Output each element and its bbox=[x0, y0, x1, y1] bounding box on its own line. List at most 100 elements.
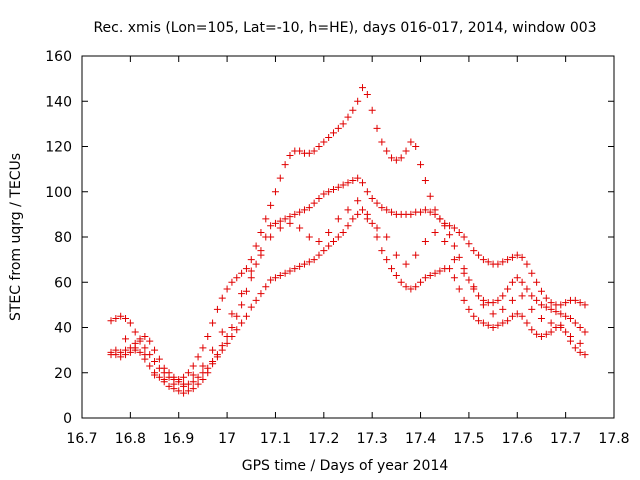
data-point bbox=[238, 319, 246, 327]
data-point bbox=[252, 296, 260, 304]
data-point bbox=[315, 251, 323, 259]
data-point bbox=[446, 222, 454, 230]
data-point bbox=[305, 204, 313, 212]
data-point bbox=[175, 387, 183, 395]
data-point bbox=[315, 195, 323, 203]
x-tick-label: 16.9 bbox=[163, 431, 194, 447]
data-point bbox=[533, 296, 541, 304]
data-point bbox=[228, 310, 236, 318]
data-point bbox=[349, 106, 357, 114]
data-point bbox=[189, 362, 197, 370]
data-point bbox=[378, 138, 386, 146]
data-point bbox=[421, 176, 429, 184]
data-point bbox=[209, 357, 217, 365]
data-point bbox=[242, 312, 250, 320]
data-point bbox=[276, 271, 284, 279]
data-point bbox=[455, 285, 463, 293]
data-point bbox=[247, 267, 255, 275]
data-point bbox=[562, 328, 570, 336]
data-point bbox=[344, 179, 352, 187]
data-point bbox=[373, 233, 381, 241]
data-point bbox=[242, 287, 250, 295]
data-point bbox=[354, 97, 362, 105]
data-point bbox=[233, 326, 241, 334]
data-point bbox=[117, 353, 125, 361]
data-point bbox=[359, 179, 367, 187]
data-point bbox=[262, 283, 270, 291]
data-point bbox=[112, 314, 120, 322]
data-point bbox=[296, 147, 304, 155]
data-point bbox=[378, 204, 386, 212]
data-point bbox=[218, 342, 226, 350]
y-tick-labels: 0 20 40 60 80 100 120 140 160 bbox=[45, 49, 72, 427]
data-point bbox=[325, 242, 333, 250]
data-point bbox=[465, 240, 473, 248]
y-tick-label: 140 bbox=[45, 94, 72, 110]
data-point bbox=[508, 296, 516, 304]
data-point bbox=[184, 380, 192, 388]
data-point bbox=[291, 210, 299, 218]
data-point bbox=[363, 215, 371, 223]
data-point bbox=[194, 353, 202, 361]
data-point bbox=[146, 337, 154, 345]
data-point bbox=[141, 344, 149, 352]
data-point bbox=[233, 274, 241, 282]
data-point bbox=[180, 373, 188, 381]
data-point bbox=[238, 290, 246, 298]
data-point bbox=[155, 355, 163, 363]
data-point bbox=[117, 312, 125, 320]
data-point bbox=[107, 351, 115, 359]
data-point bbox=[571, 319, 579, 327]
data-point bbox=[233, 312, 241, 320]
data-point bbox=[528, 269, 536, 277]
data-point bbox=[296, 262, 304, 270]
x-tick-label: 17 bbox=[218, 431, 236, 447]
data-point bbox=[271, 219, 279, 227]
x-tick-label: 16.8 bbox=[115, 431, 146, 447]
data-point bbox=[479, 301, 487, 309]
data-point bbox=[557, 324, 565, 331]
data-point bbox=[513, 310, 521, 318]
data-point bbox=[513, 274, 521, 282]
axis-ticks bbox=[81, 55, 615, 419]
data-point bbox=[223, 333, 231, 341]
data-point bbox=[334, 233, 342, 241]
data-point bbox=[547, 305, 555, 313]
data-point bbox=[136, 337, 144, 345]
data-point bbox=[126, 319, 134, 327]
data-point bbox=[479, 319, 487, 327]
x-tick-label: 16.7 bbox=[66, 431, 97, 447]
data-point bbox=[300, 260, 308, 268]
data-point bbox=[267, 233, 275, 241]
chart-title: Rec. xmis (Lon=105, Lat=-10, h=HE), days… bbox=[93, 20, 596, 36]
data-point bbox=[368, 195, 376, 203]
data-point bbox=[537, 287, 545, 295]
data-point bbox=[354, 210, 362, 218]
data-point bbox=[470, 283, 478, 291]
x-tick-label: 17.4 bbox=[405, 431, 436, 447]
data-point bbox=[160, 376, 168, 384]
data-point bbox=[450, 274, 458, 282]
data-point bbox=[499, 258, 507, 266]
data-point bbox=[175, 376, 183, 384]
data-point bbox=[504, 317, 512, 325]
data-point bbox=[238, 301, 246, 309]
data-point bbox=[402, 147, 410, 155]
data-point bbox=[523, 319, 531, 327]
data-point bbox=[441, 219, 449, 227]
data-point bbox=[131, 328, 139, 336]
data-point bbox=[218, 294, 226, 302]
data-point bbox=[276, 217, 284, 225]
data-point bbox=[141, 351, 149, 359]
data-point bbox=[528, 305, 536, 313]
data-point bbox=[334, 124, 342, 132]
data-point bbox=[305, 233, 313, 241]
data-point bbox=[417, 278, 425, 286]
data-point bbox=[533, 330, 541, 338]
data-point bbox=[450, 256, 458, 264]
data-point bbox=[271, 274, 279, 282]
data-point bbox=[151, 371, 159, 379]
data-point bbox=[392, 271, 400, 279]
data-point bbox=[460, 296, 468, 304]
data-point bbox=[504, 256, 512, 264]
